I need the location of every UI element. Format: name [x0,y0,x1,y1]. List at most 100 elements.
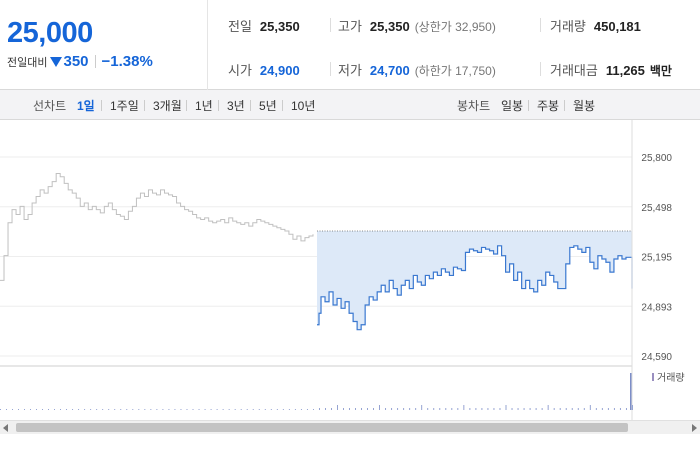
volume-bar [499,408,501,410]
volume-bar [84,409,86,410]
volume-bar [192,409,194,410]
period-bar: 선차트 1일 1주일 3개월 1년 3년 5년 10년 봉차트 일봉 주봉 월봉 [0,90,700,120]
stat-divider [330,18,331,32]
stat-divider [330,62,331,76]
tab-3year[interactable]: 3년 [227,99,245,113]
volume-bar [210,409,212,410]
volume-bar [511,408,513,410]
stat-high: 고가 25,350 (상한가 32,950) [338,16,496,35]
y-tick-label: 25,800 [641,153,672,164]
line-chart-label: 선차트 [33,99,67,113]
tab-10year[interactable]: 10년 [291,99,316,113]
y-axis-ticks: 25,800 25,498 25,195 24,893 24,590 [641,153,672,363]
stat-trade-value: 거래대금 11,265 백만 [550,60,672,79]
volume-bar [397,408,399,410]
tab-5year[interactable]: 5년 [259,99,277,113]
today-area-fill [317,231,632,330]
tab-3month[interactable]: 3개월 [153,99,182,113]
volume-bar [264,409,266,410]
y-tick-label: 24,590 [641,352,672,363]
volume-bar [114,409,116,410]
volume-bar [258,409,260,410]
volume-bar [48,409,49,410]
scroll-right-arrow-icon[interactable] [692,424,697,432]
volume-bar [349,408,350,410]
upper-limit: (상한가 32,950) [414,20,496,34]
volume-bar [439,408,441,410]
volume-bar [198,409,200,410]
volume-bar [222,409,224,410]
volume-bar [373,408,374,410]
volume-bar [126,409,128,410]
volume-bar [475,408,477,410]
tab-1week[interactable]: 1주일 [110,99,139,113]
scroll-left-arrow-icon[interactable] [3,424,8,432]
tab-1year[interactable]: 1년 [195,99,213,113]
volume-bar [523,408,525,410]
volume-bar [186,409,188,410]
tab-monthly-candle[interactable]: 월봉 [573,99,596,113]
prev-close-value: 25,350 [259,19,300,34]
scrollbar-thumb[interactable] [16,423,628,432]
price-chart: 25,800 25,498 25,195 24,893 24,590 거래량 [0,120,685,420]
stat-prev-close: 전일 25,350 [228,16,300,35]
volume-bar [216,409,218,410]
volume-bar [517,408,519,410]
volume-bar [108,409,110,410]
stat-volume: 거래량 450,181 [550,16,641,35]
stat-low: 저가 24,700 (하한가 17,750) [338,60,496,79]
volume-bar [463,405,465,410]
volume-bar [571,408,573,410]
volume-bar [96,409,98,410]
stat-open: 시가 24,900 [228,60,300,79]
change-separator [94,55,96,68]
y-tick-label: 25,195 [641,253,672,264]
volume-bar [288,409,290,410]
horizontal-scrollbar[interactable] [0,420,700,434]
price-summary: 25,000 전일대비 350 −1.38% 전일 25,350 고가 25,3… [0,0,700,90]
volume-bar [385,408,387,410]
tab-divider [101,100,102,111]
volume-bar [162,409,164,410]
tab-1day[interactable]: 1일 [77,99,95,113]
volume-bar [535,408,537,410]
volume-bar [306,409,308,410]
open-label: 시가 [228,63,252,78]
volume-bar [12,409,13,410]
volume-bar [529,408,531,410]
volume-bar [252,409,254,410]
volume-bar [493,408,495,410]
volume-bar [294,409,296,410]
volume-bar [90,409,92,410]
y-tick-label: 25,498 [641,203,672,214]
volume-value: 450,181 [593,19,641,34]
volume-bar [553,408,555,410]
volume-label: 거래량 [550,19,586,34]
volume-bar [60,409,61,410]
trade-value-label: 거래대금 [550,63,598,78]
volume-bar [78,409,80,410]
tab-daily-candle[interactable]: 일봉 [501,99,524,113]
volume-bar [547,405,549,410]
volume-bar [150,409,152,410]
volume-bar [577,408,579,410]
volume-bar [0,409,1,410]
volume-bar [36,409,37,410]
volume-bar [469,408,471,410]
volume-bar [601,408,603,410]
volume-bar [270,409,272,410]
volume-bar [42,409,43,410]
prev-close-label: 전일 [228,19,252,34]
tab-divider [144,100,145,111]
volume-bar [138,409,140,410]
volume-bar [66,409,68,410]
volume-bar [168,409,170,410]
volume-bar [367,408,368,410]
current-price-box: 25,000 전일대비 350 −1.38% [0,0,208,90]
tab-divider [528,100,529,111]
volume-legend-label: 거래량 [657,372,685,384]
trade-value: 11,265 [605,63,645,78]
volume-bar [403,408,405,410]
low-label: 저가 [338,63,362,78]
tab-weekly-candle[interactable]: 주봉 [537,99,560,113]
